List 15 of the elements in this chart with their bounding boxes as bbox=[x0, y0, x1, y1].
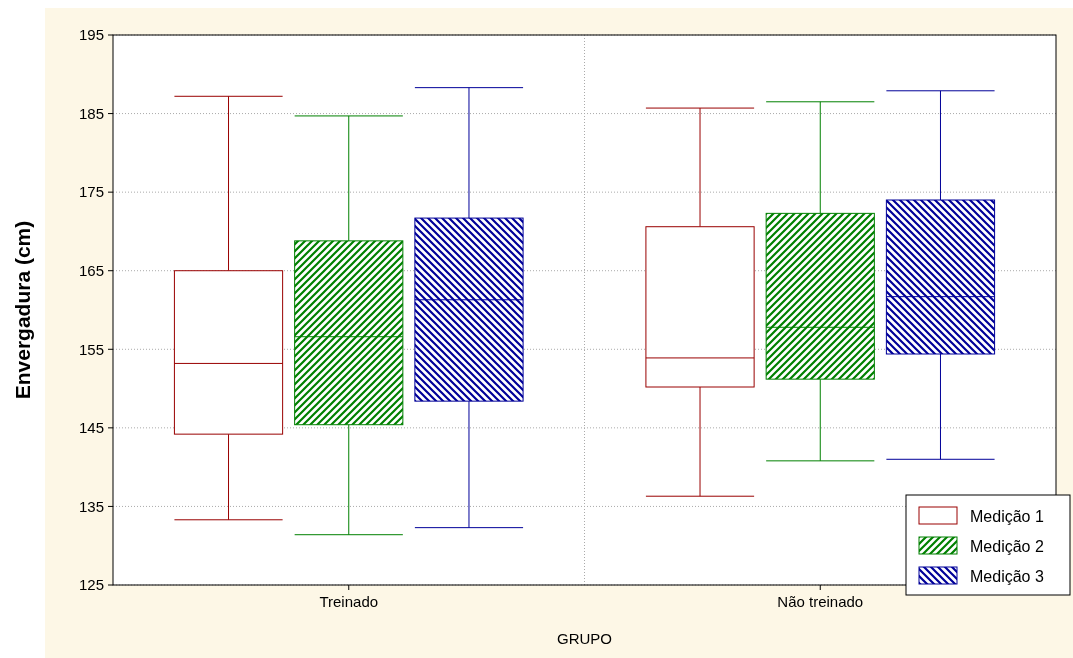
y-axis-title: Envergadura (cm) bbox=[11, 220, 34, 400]
legend-label: Medição 3 bbox=[970, 567, 1044, 585]
x-tick-label: Não treinado bbox=[777, 593, 864, 610]
y-tick-label: 155 bbox=[78, 340, 104, 358]
legend-label: Medição 2 bbox=[970, 537, 1044, 555]
y-tick-label: 195 bbox=[78, 26, 104, 44]
y-tick-label: 165 bbox=[78, 261, 104, 279]
y-tick-label: 125 bbox=[78, 576, 104, 594]
legend-label: Medição 1 bbox=[970, 507, 1044, 525]
y-tick-label: 175 bbox=[78, 183, 104, 201]
y-tick-label: 135 bbox=[78, 497, 104, 515]
x-axis-title: GRUPO bbox=[556, 630, 613, 647]
y-tick-label: 185 bbox=[78, 104, 104, 122]
y-tick-label: 145 bbox=[78, 419, 104, 437]
x-tick-label: Treinado bbox=[319, 593, 379, 610]
